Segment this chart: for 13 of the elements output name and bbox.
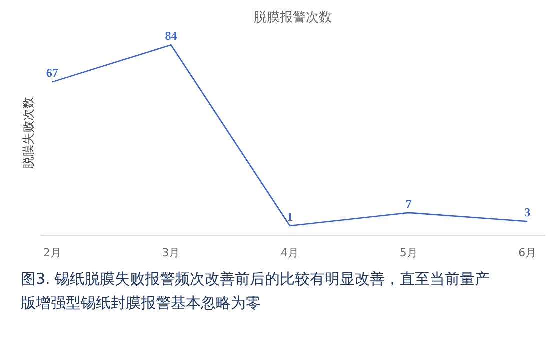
x-tick-label: 4月 [281, 246, 300, 260]
y-axis-title: 脱膜失败次数 [22, 97, 36, 169]
x-tick-label: 6月 [518, 246, 537, 260]
data-label: 3 [524, 206, 531, 220]
data-label: 1 [287, 210, 294, 224]
caption: 图3. 锡纸脱膜失败报警频次改善前后的比较有明显改善，直至当前量产版增强型锡纸封膜报警基本忽略为零 [21, 269, 492, 314]
x-tick-label: 5月 [400, 246, 418, 260]
data-label: 7 [406, 196, 412, 211]
x-tick-label: 3月 [162, 246, 180, 260]
data-label: 67 [46, 66, 58, 80]
x-tick-label: 2月 [43, 246, 62, 260]
data-label: 84 [165, 29, 178, 44]
chart-title: 脱膜报警次数 [254, 10, 332, 26]
